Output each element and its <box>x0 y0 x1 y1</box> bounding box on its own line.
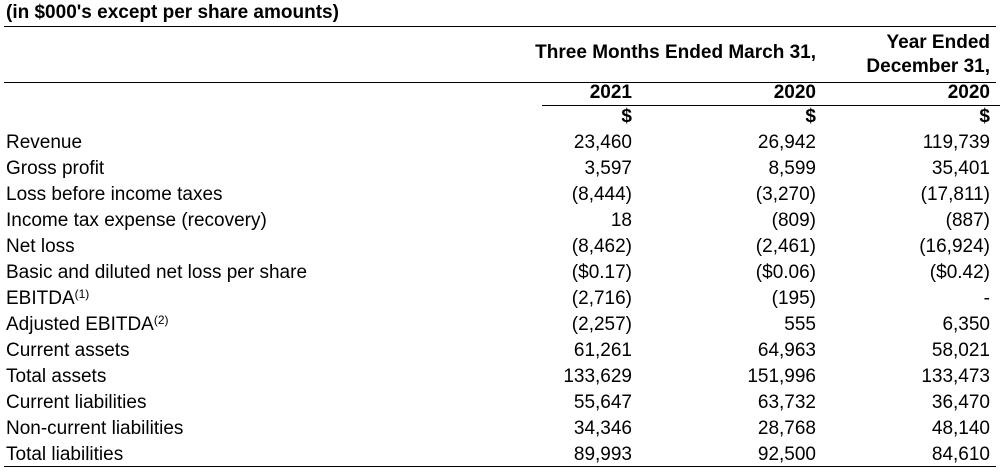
cell-q1-2020: (809) <box>771 210 816 231</box>
row-label: Net loss <box>6 236 75 257</box>
cell-fy-2020: 35,401 <box>931 158 990 179</box>
table-row: Current liabilities 55,647 63,732 36,470 <box>0 390 1000 416</box>
table-title: (in $000's except per share amounts) <box>6 2 339 23</box>
cell-q1-2020: 555 <box>784 314 816 335</box>
cell-q1-2021: 61,261 <box>573 340 632 361</box>
table-row: Current assets 61,261 64,963 58,021 <box>0 338 1000 364</box>
row-label: Revenue <box>6 132 83 153</box>
table-row: EBITDA(1) (2,716) (195) - <box>0 286 1000 312</box>
table-row: Loss before income taxes (8,444) (3,270)… <box>0 182 1000 208</box>
row-label: EBITDA(1) <box>6 287 90 309</box>
cell-q1-2020: ($0.06) <box>755 262 816 283</box>
table-row: Non-current liabilities 34,346 28,768 48… <box>0 416 1000 442</box>
cell-q1-2020: 28,768 <box>757 418 816 439</box>
table-bottom-rule <box>4 466 996 467</box>
row-label: Total assets <box>6 366 107 387</box>
cell-fy-2020: 133,473 <box>921 366 990 387</box>
year-underline <box>542 105 1000 106</box>
cell-q1-2021: ($0.17) <box>571 262 632 283</box>
cell-fy-2020: 84,610 <box>931 444 990 465</box>
cell-q1-2021: 55,647 <box>573 392 632 413</box>
row-label: Basic and diluted net loss per share <box>6 262 308 283</box>
footnote-marker: (1) <box>74 287 90 301</box>
table-row: Income tax expense (recovery) 18 (809) (… <box>0 208 1000 234</box>
cell-q1-2020: (3,270) <box>755 184 816 205</box>
cell-fy-2020: ($0.42) <box>929 262 990 283</box>
cell-q1-2020: 151,996 <box>747 366 816 387</box>
table-row: Adjusted EBITDA(2) (2,257) 555 6,350 <box>0 312 1000 338</box>
cell-q1-2020: (2,461) <box>755 236 816 257</box>
table-row: Revenue 23,460 26,942 119,739 <box>0 130 1000 156</box>
cell-fy-2020: (17,811) <box>920 184 990 205</box>
three-months-header: Three Months Ended March 31, <box>535 42 816 63</box>
table-row: Gross profit 3,597 8,599 35,401 <box>0 156 1000 182</box>
year-2021-header: 2021 <box>589 82 632 103</box>
cell-fy-2020: 58,021 <box>931 340 990 361</box>
year-2020-fy-header: 2020 <box>947 82 990 103</box>
cell-q1-2020: 63,732 <box>757 392 816 413</box>
table-row: Total liabilities 89,993 92,500 84,610 <box>0 442 1000 468</box>
cell-fy-2020: (16,924) <box>919 236 990 257</box>
cell-q1-2020: (195) <box>771 288 816 309</box>
row-label: Gross profit <box>6 158 105 179</box>
footnote-marker: (2) <box>153 313 169 327</box>
currency-symbol-col3: $ <box>979 106 990 127</box>
table-row: Net loss (8,462) (2,461) (16,924) <box>0 234 1000 260</box>
cell-q1-2021: 34,346 <box>573 418 632 439</box>
year-ended-header-line1: Year Ended <box>886 32 991 53</box>
cell-q1-2021: 23,460 <box>573 132 632 153</box>
row-label: Total liabilities <box>6 444 124 465</box>
cell-q1-2020: 92,500 <box>757 444 816 465</box>
row-label: Loss before income taxes <box>6 184 223 205</box>
table-row: Total assets 133,629 151,996 133,473 <box>0 364 1000 390</box>
cell-q1-2020: 26,942 <box>757 132 816 153</box>
cell-fy-2020: 36,470 <box>931 392 990 413</box>
cell-q1-2021: 133,629 <box>563 366 632 387</box>
currency-symbol-col1: $ <box>621 106 632 127</box>
cell-q1-2021: (2,716) <box>571 288 632 309</box>
currency-symbol-col2: $ <box>805 106 816 127</box>
table-row: Basic and diluted net loss per share ($0… <box>0 260 1000 286</box>
cell-fy-2020: (887) <box>945 210 990 231</box>
cell-fy-2020: 48,140 <box>931 418 990 439</box>
cell-q1-2021: 89,993 <box>573 444 632 465</box>
row-label: Current liabilities <box>6 392 147 413</box>
year-ended-header-line2: December 31, <box>866 56 990 77</box>
cell-fy-2020: 6,350 <box>942 314 990 335</box>
row-label: Adjusted EBITDA(2) <box>6 313 169 335</box>
header-top-rule <box>4 26 996 27</box>
cell-q1-2021: (2,257) <box>571 314 632 335</box>
row-label: Current assets <box>6 340 130 361</box>
cell-fy-2020: 119,739 <box>922 132 990 153</box>
cell-q1-2020: 8,599 <box>768 158 816 179</box>
year-2020-q1-header: 2020 <box>773 82 816 103</box>
header-divider <box>4 82 996 83</box>
cell-fy-2020: - <box>983 288 990 309</box>
cell-q1-2021: (8,462) <box>571 236 632 257</box>
row-label: Non-current liabilities <box>6 418 184 439</box>
cell-q1-2021: 18 <box>610 210 632 231</box>
row-label: Income tax expense (recovery) <box>6 210 267 231</box>
cell-q1-2020: 64,963 <box>757 340 816 361</box>
cell-q1-2021: (8,444) <box>571 184 632 205</box>
cell-q1-2021: 3,597 <box>584 158 632 179</box>
